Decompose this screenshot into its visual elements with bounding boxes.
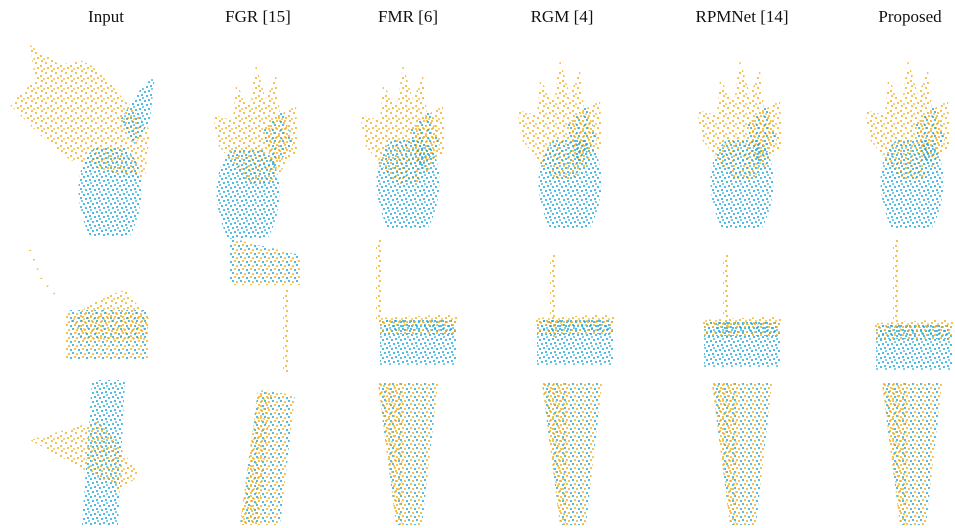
rpmnet-clouds bbox=[697, 60, 782, 525]
target-vase bbox=[539, 140, 602, 228]
registered-box bbox=[702, 316, 782, 367]
fgr-clouds bbox=[213, 65, 300, 525]
registered-box bbox=[874, 319, 954, 370]
column-headers: Input FGR [15] FMR [6] RGM [4] RPMNet [1… bbox=[88, 7, 942, 26]
target-vase bbox=[711, 140, 774, 228]
column-header: RGM [4] bbox=[531, 7, 594, 26]
fmr-clouds bbox=[360, 65, 458, 525]
registered-cone bbox=[882, 383, 942, 525]
target-vase bbox=[377, 140, 440, 228]
rgm-clouds bbox=[517, 60, 615, 525]
proposed-clouds bbox=[865, 60, 954, 525]
target-box bbox=[66, 310, 148, 360]
column-header: Input bbox=[88, 7, 124, 26]
target-vase bbox=[79, 148, 142, 236]
target-vase bbox=[217, 150, 280, 238]
source-stem bbox=[893, 240, 898, 325]
source-cone bbox=[30, 420, 140, 490]
registered-cone bbox=[542, 383, 602, 525]
source-box bbox=[230, 238, 300, 285]
source-stem bbox=[376, 240, 381, 325]
registered-cone bbox=[378, 383, 438, 525]
source-stem bbox=[30, 250, 60, 300]
column-header: FMR [6] bbox=[378, 7, 438, 26]
column-header: RPMNet [14] bbox=[695, 7, 788, 26]
source-stem bbox=[283, 290, 288, 375]
figure: Input FGR [15] FMR [6] RGM [4] RPMNet [1… bbox=[0, 0, 955, 528]
column-header: Proposed bbox=[878, 7, 942, 26]
page: {"columns": ["Input", "FGR [15]", "FMR [… bbox=[0, 0, 955, 528]
input-clouds bbox=[10, 45, 155, 525]
registered-cone bbox=[712, 383, 772, 525]
target-vase bbox=[881, 140, 944, 228]
registered-box bbox=[378, 314, 458, 365]
registered-box bbox=[535, 314, 615, 365]
column-header: FGR [15] bbox=[225, 7, 291, 26]
